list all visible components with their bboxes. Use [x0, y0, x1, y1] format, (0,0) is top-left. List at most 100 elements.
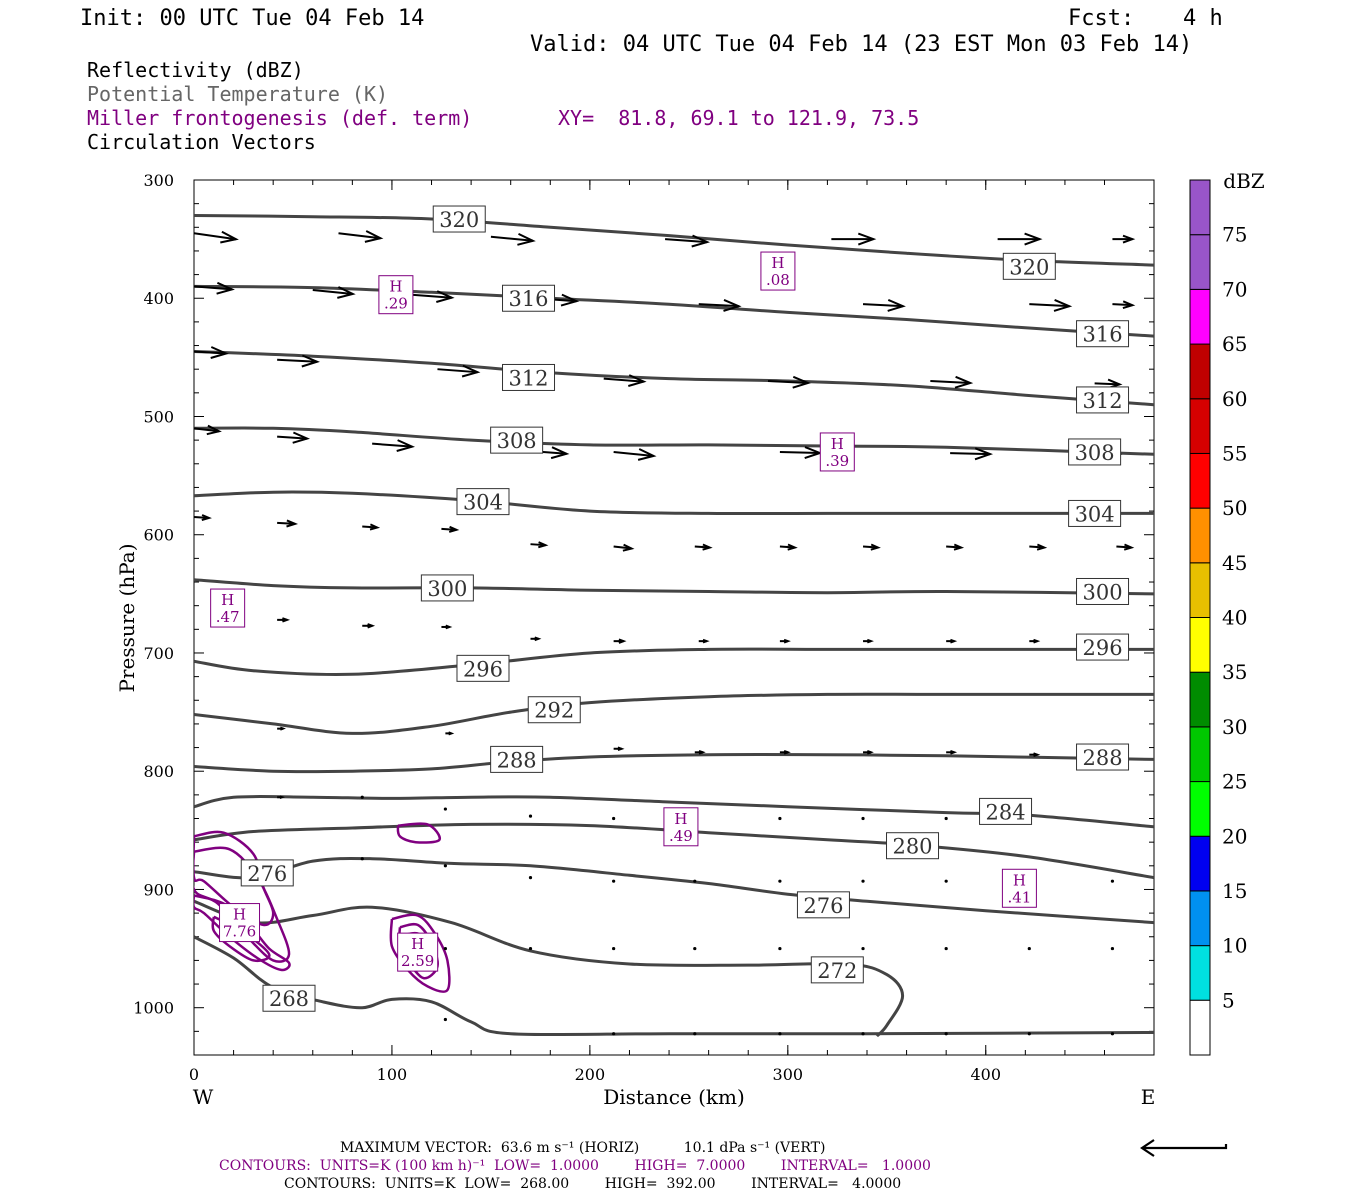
colorbar-label: 45: [1222, 551, 1247, 575]
svg-text:312: 312: [508, 366, 548, 390]
x-tick-label: 200: [575, 1065, 606, 1084]
y-tick-label: 900: [143, 880, 174, 899]
svg-text:320: 320: [1009, 255, 1049, 279]
circulation-vector: [194, 230, 239, 244]
svg-text:304: 304: [463, 491, 503, 515]
circulation-vector: [1112, 234, 1136, 244]
init-time: Init: 00 UTC Tue 04 Feb 14: [80, 6, 425, 31]
isentrope-label: 308: [1068, 438, 1122, 466]
circulation-vector: [779, 543, 798, 551]
colorbar-box: [1189, 288, 1211, 345]
svg-text:276: 276: [803, 894, 843, 918]
circulation-vector: [362, 523, 381, 531]
isentrope-label: 304: [1068, 499, 1122, 527]
circulation-vector: [862, 298, 906, 312]
circulation-vector: [861, 1032, 865, 1036]
svg-text:H: H: [411, 935, 424, 953]
circulation-vector: [360, 795, 364, 799]
max-vector-info: MAXIMUM VECTOR: 63.6 m s⁻¹ (HORIZ) 10.1 …: [340, 1140, 826, 1156]
circulation-vector: [862, 543, 881, 551]
y-tick-label: 500: [143, 407, 174, 426]
cross-section-chart: 0 100 200 300 400 300 400 500 600 700 800 900 1000 3…: [115, 169, 1265, 1109]
circulation-vector: [443, 946, 447, 951]
isentrope-label: 292: [527, 696, 581, 724]
svg-text:H: H: [771, 254, 784, 272]
field-vectors: Circulation Vectors: [87, 130, 316, 154]
circulation-vector: [612, 946, 616, 951]
svg-text:272: 272: [817, 959, 857, 983]
isentrope-304: [194, 490, 1154, 516]
circulation-vector: [277, 431, 310, 444]
frontogenesis-maximum: H.08: [760, 251, 796, 291]
isentrope-label: 312: [1076, 386, 1130, 414]
frontogenesis-contours: [194, 822, 451, 993]
isentrope-288: [194, 752, 1154, 774]
isentrope-label: 300: [420, 574, 474, 602]
svg-text:296: 296: [463, 657, 503, 681]
frontogenesis-maximum: H7.76: [219, 903, 261, 943]
circulation-vector: [277, 354, 321, 368]
circulation-vector: [338, 230, 384, 243]
circulation-vector: [1027, 946, 1031, 951]
colorbar-box: [1189, 671, 1211, 728]
circulation-vector: [1110, 946, 1115, 951]
circulation-vectors: [194, 230, 1136, 1036]
svg-text:320: 320: [439, 208, 479, 232]
circulation-vector: [194, 514, 212, 522]
colorbar-label: 30: [1222, 715, 1247, 739]
circulation-vector: [277, 726, 286, 731]
y-tick-label: 800: [143, 762, 174, 781]
circulation-vector: [530, 636, 542, 642]
svg-text:.29: .29: [384, 295, 408, 313]
x-axis-label: Distance (km): [603, 1085, 745, 1109]
colorbar-box: [1189, 726, 1211, 783]
frontogenesis-maximum: H.39: [819, 432, 855, 472]
circulation-vector: [779, 749, 791, 755]
reference-vector-arrow: [1140, 1139, 1228, 1157]
svg-text:.39: .39: [825, 452, 849, 470]
circulation-vector: [946, 749, 958, 755]
colorbar-box: [1189, 234, 1211, 290]
svg-text:276: 276: [247, 862, 287, 886]
circulation-vector: [950, 447, 994, 461]
circulation-vector: [1116, 543, 1135, 551]
circulation-vector: [528, 876, 533, 880]
svg-text:308: 308: [1075, 441, 1115, 465]
colorbar-label: 75: [1222, 223, 1247, 247]
circulation-vector: [1029, 638, 1041, 644]
circulation-vector: [946, 543, 965, 551]
frontogenesis-contour: [389, 913, 451, 993]
contour-labels: 320 320 316 316 312 312 308 308 304 304 300 300 296 2…: [210, 205, 1130, 1012]
circulation-vector: [445, 731, 455, 736]
plot-frame: [193, 179, 1155, 1056]
y-tick-label: 400: [143, 289, 174, 308]
svg-text:284: 284: [985, 800, 1025, 824]
x-tick-label: 400: [970, 1065, 1001, 1084]
colorbar-label: 10: [1222, 934, 1247, 958]
isentrope-312: [194, 350, 1154, 407]
svg-text:300: 300: [427, 577, 467, 601]
isentrope-label: 272: [810, 956, 864, 984]
circulation-vector: [1110, 1032, 1115, 1036]
isentropes: [194, 214, 1154, 1038]
circulation-vector: [613, 638, 627, 644]
svg-text:.41: .41: [1007, 888, 1031, 906]
circulation-vector: [694, 749, 706, 755]
circulation-vector: [861, 946, 865, 951]
colorbar: 5 10 15 20 25 30 35 40 45 50 55 60 65 70 75: [1189, 179, 1247, 1056]
colorbar-label: 65: [1222, 332, 1247, 356]
frontogenesis-maximum: H.49: [663, 807, 699, 847]
circulation-vector: [613, 746, 625, 752]
circulation-vector: [528, 946, 533, 951]
x-tick-label: 0: [189, 1065, 199, 1084]
isentrope-label: 280: [886, 832, 940, 860]
y-tick-label: 1000: [133, 999, 174, 1018]
frontogenesis-maximum: H.47: [210, 588, 246, 628]
isentrope-label: 300: [1076, 577, 1130, 605]
svg-text:H: H: [389, 278, 402, 296]
frontogenesis-contour: [194, 830, 275, 927]
circulation-vector: [277, 617, 291, 623]
circulation-vector: [694, 543, 713, 551]
colorbar-label: 70: [1222, 277, 1247, 301]
svg-text:.47: .47: [216, 608, 240, 626]
